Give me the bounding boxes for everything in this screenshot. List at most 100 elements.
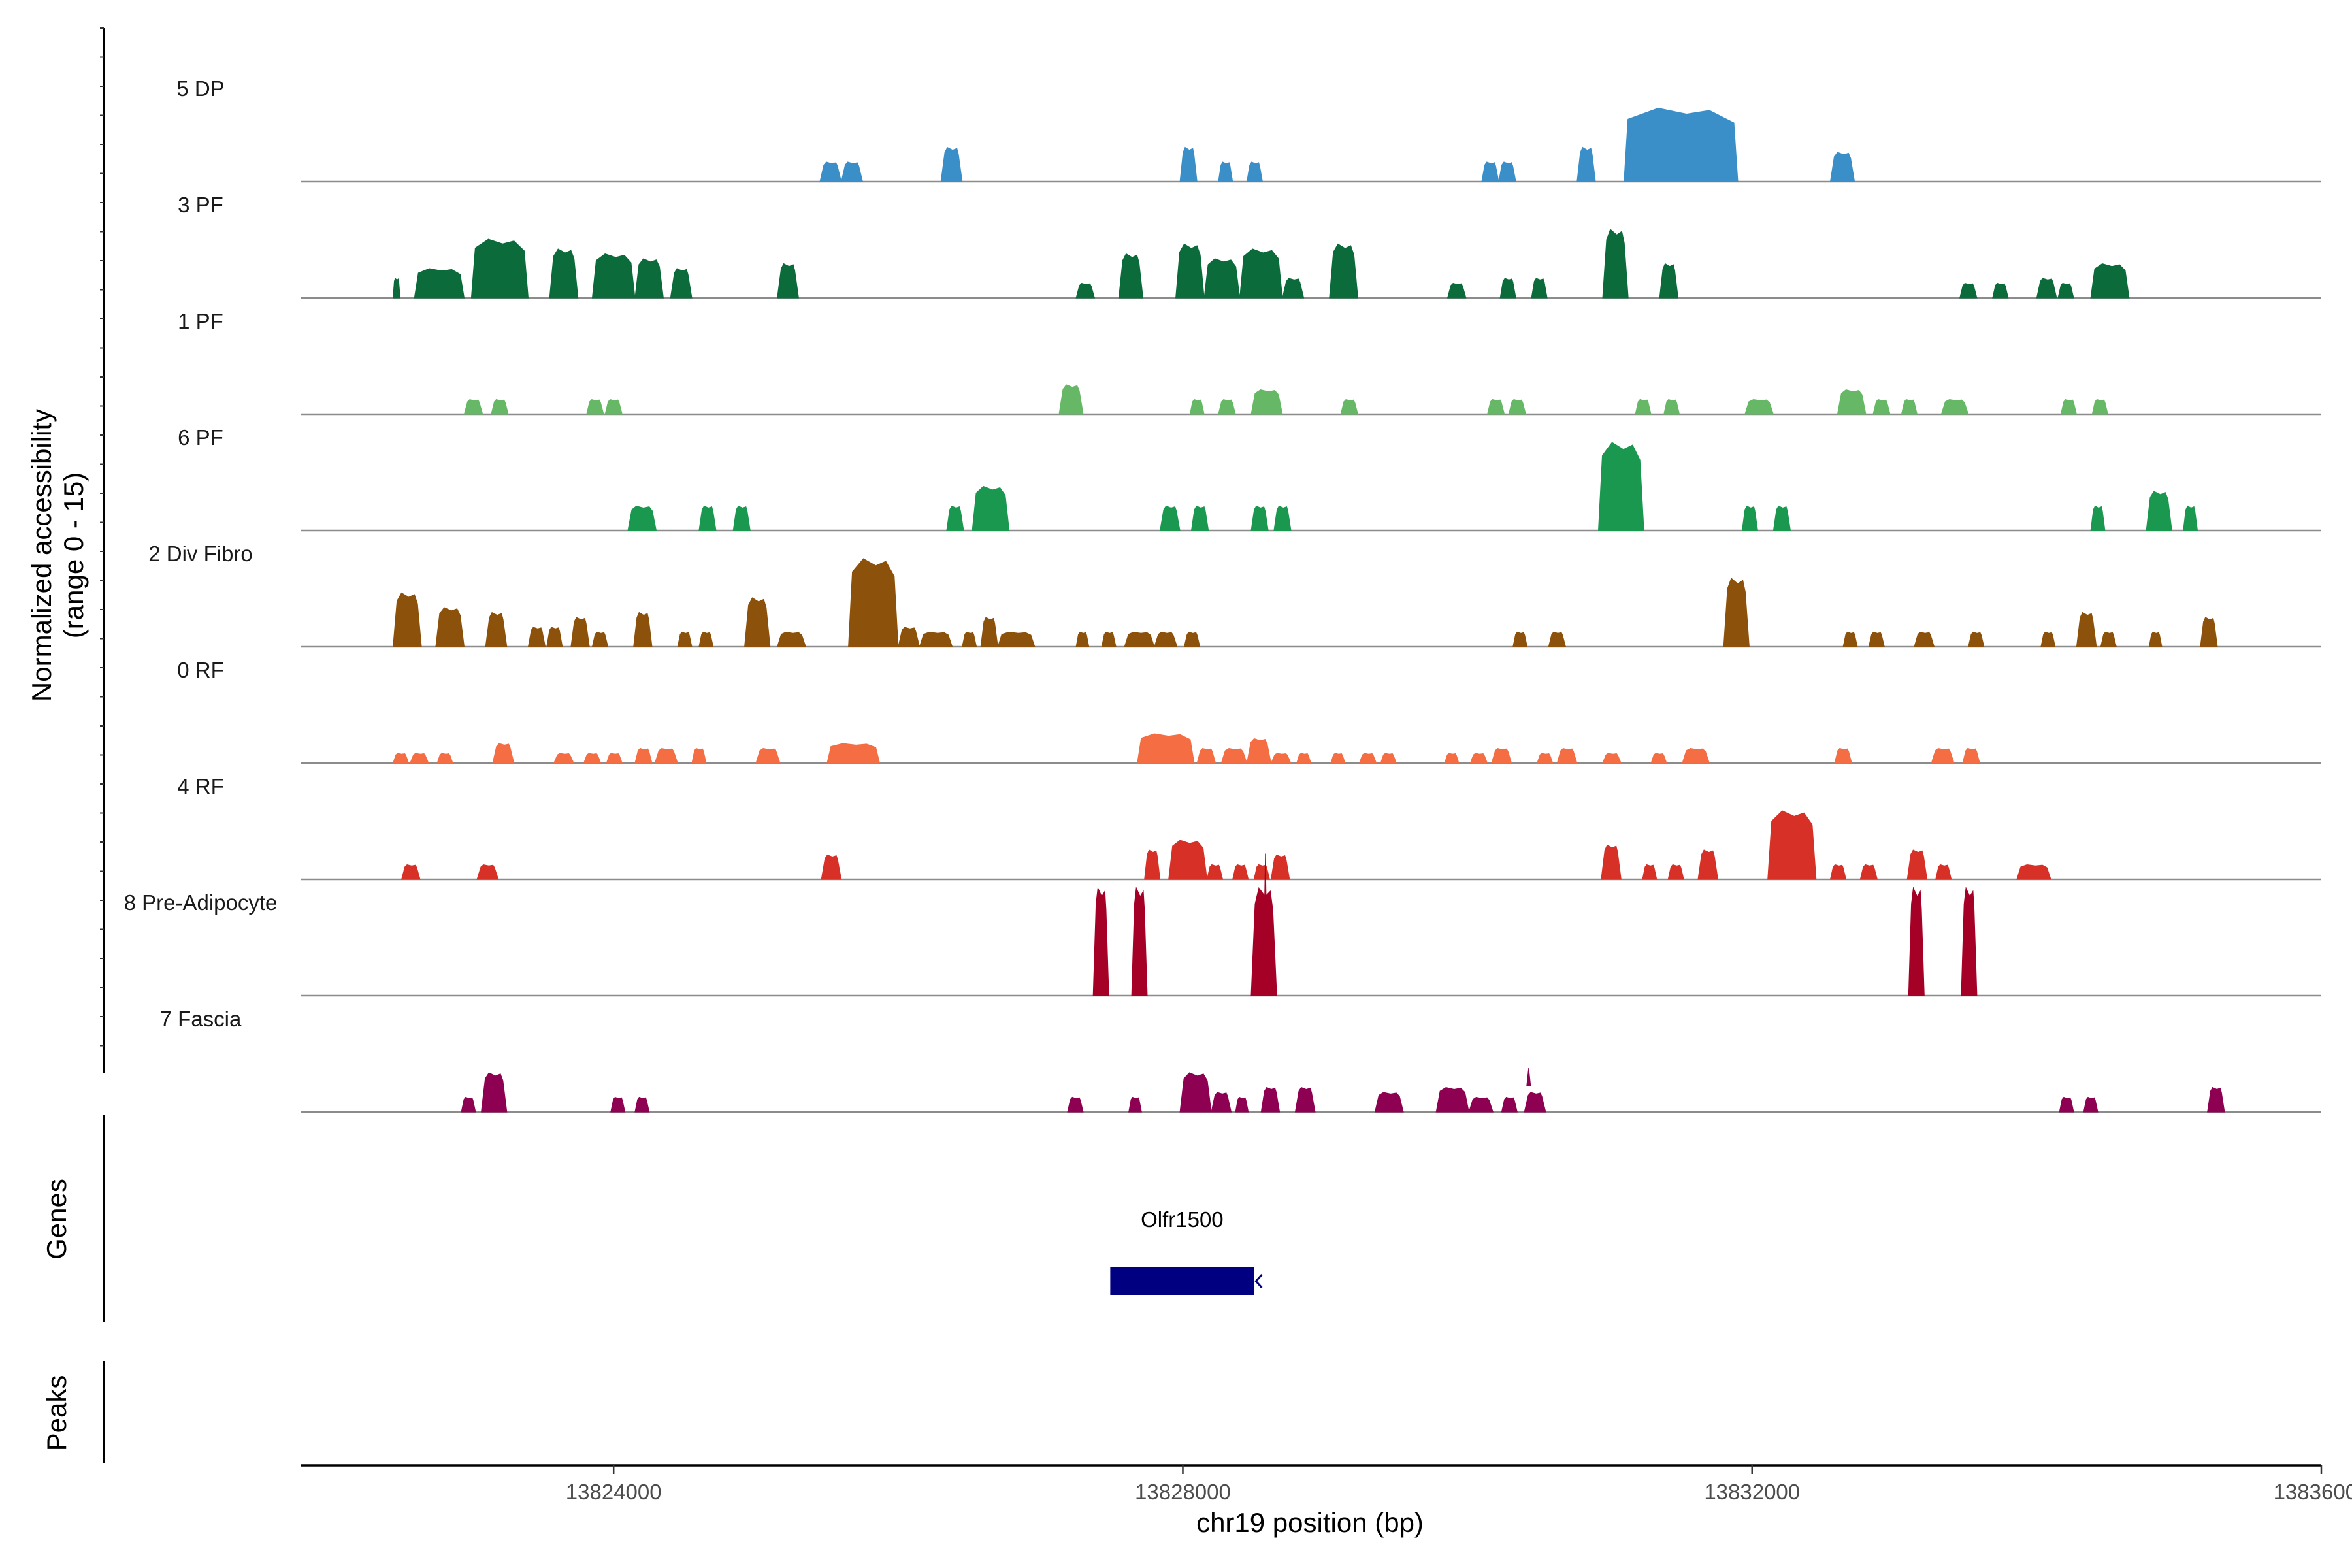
coverage-peak [400, 864, 421, 880]
coverage-peak [2090, 505, 2106, 531]
coverage-peak [1246, 738, 1272, 764]
x-tick-label: 13832000 [1704, 1480, 1800, 1504]
coverage-peak [1576, 146, 1596, 182]
coverage-peak [2036, 278, 2057, 299]
coverage-peak [1144, 849, 1161, 880]
accessibility-y-axis: Normalized accessibility (range 0 - 15) [26, 27, 105, 1073]
coverage-peak [841, 161, 864, 182]
coverage-peak [1124, 631, 1155, 647]
track-3-pf: 3 PF [178, 193, 2321, 299]
coverage-peak [1935, 864, 1952, 880]
coverage-peak [2060, 399, 2078, 415]
coverage-peak [1175, 243, 1205, 299]
coverage-peak [962, 631, 977, 647]
coverage-peak [777, 263, 799, 299]
coverage-peak [1697, 849, 1719, 880]
track-6-pf: 6 PF [178, 425, 2321, 532]
coverage-peak [549, 248, 579, 299]
coverage-peak [476, 864, 499, 880]
track-5-dp: 5 DP [176, 76, 2321, 183]
coverage-peak [604, 399, 623, 415]
y-axis-range-label: (range 0 - 15) [58, 472, 89, 638]
coverage-peak [2057, 282, 2074, 299]
coverage-peak [2207, 1086, 2225, 1113]
coverage-peak [435, 607, 465, 647]
coverage-spike [1526, 1068, 1531, 1086]
coverage-peak [1723, 578, 1750, 647]
gene-track: Genes Olfr1500 [41, 1115, 1263, 1322]
coverage-peak [2040, 631, 2056, 647]
coverage-peak [1772, 505, 1791, 531]
track-0-rf: 0 RF [177, 658, 2321, 764]
coverage-peak [1340, 399, 1359, 415]
coverage-peak [1959, 282, 1978, 299]
gene-name-label: Olfr1500 [1141, 1207, 1224, 1232]
coverage-peak [393, 278, 401, 299]
x-axis-title: chr19 position (bp) [1196, 1507, 1424, 1538]
gene-strand-arrow [1254, 1273, 1263, 1289]
coverage-peak [1548, 631, 1567, 647]
x-tick-label: 13836000 [2274, 1480, 2352, 1504]
coverage-peak [1872, 399, 1891, 415]
coverage-peak [1211, 1092, 1232, 1113]
coverage-peak [1829, 152, 1855, 182]
coverage-peak [1160, 505, 1181, 531]
coverage-peak [481, 1072, 508, 1113]
coverage-peak [1498, 161, 1516, 182]
coverage-peak [491, 399, 509, 415]
coverage-peak [1741, 505, 1758, 531]
coverage-peak [1092, 887, 1109, 996]
coverage-peak [1499, 278, 1516, 299]
coverage-peak [606, 753, 623, 764]
x-tick-label: 13824000 [566, 1480, 662, 1504]
coverage-peak [698, 631, 714, 647]
track-label: 7 Fascia [160, 1007, 242, 1031]
coverage-peak [1901, 399, 1918, 415]
coverage-peak [1962, 747, 1980, 764]
coverage-peak [610, 1096, 626, 1113]
coverage-peak [1282, 278, 1305, 299]
coverage-peak [1075, 282, 1096, 299]
coverage-peak [1196, 747, 1217, 764]
track-7-fascia: 7 Fascia [160, 1007, 2321, 1113]
track-2-div-fibro: 2 Div Fibro [148, 542, 2321, 648]
coverage-peak [1179, 146, 1198, 182]
coverage-peak [1481, 161, 1499, 182]
peak-track: Peaks [41, 1361, 105, 1463]
coverage-peak [1203, 258, 1241, 299]
coverage-peak [1296, 753, 1312, 764]
coverage-peak [634, 1096, 650, 1113]
coverage-peak [1602, 229, 1629, 299]
coverage-peak [1468, 1096, 1494, 1113]
coverage-peak [1767, 810, 1817, 880]
coverage-peak [1968, 631, 1985, 647]
coverage-peak [1744, 399, 1774, 415]
coverage-peak [1253, 864, 1270, 880]
coverage-peak [1444, 753, 1460, 764]
coverage-peak [1168, 840, 1208, 880]
coverage-peak [1235, 1096, 1249, 1113]
y-axis-title: Normalized accessibility [26, 409, 57, 702]
coverage-peak [1260, 1086, 1281, 1113]
coverage-peak [1635, 399, 1652, 415]
coverage-peak [826, 743, 881, 764]
coverage-peak [2016, 864, 2051, 880]
coverage-peak [1435, 1086, 1469, 1113]
coverage-peak [1556, 747, 1578, 764]
coverage-peak [848, 558, 899, 647]
coverage-peak [461, 1096, 476, 1113]
coverage-peak [634, 258, 664, 299]
coverage-peak [1837, 389, 1867, 415]
coverage-peak [2059, 1096, 2074, 1113]
coverage-peak [1154, 631, 1178, 647]
coverage-peak [1183, 631, 1201, 647]
coverage-peak [1206, 864, 1224, 880]
coverage-peak [2200, 617, 2218, 647]
coverage-peak [1246, 161, 1263, 182]
coverage-peak [1659, 263, 1679, 299]
coverage-peak [1642, 864, 1658, 880]
coverage-peak [1273, 505, 1292, 531]
coverage-peak [997, 631, 1036, 647]
coverage-peak [1270, 753, 1292, 764]
